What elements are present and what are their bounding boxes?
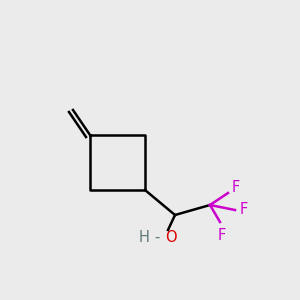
Text: -: -: [154, 230, 160, 244]
Text: O: O: [165, 230, 177, 245]
Text: F: F: [232, 181, 240, 196]
Text: F: F: [218, 228, 226, 243]
Text: H: H: [139, 230, 150, 245]
Text: F: F: [240, 202, 248, 217]
